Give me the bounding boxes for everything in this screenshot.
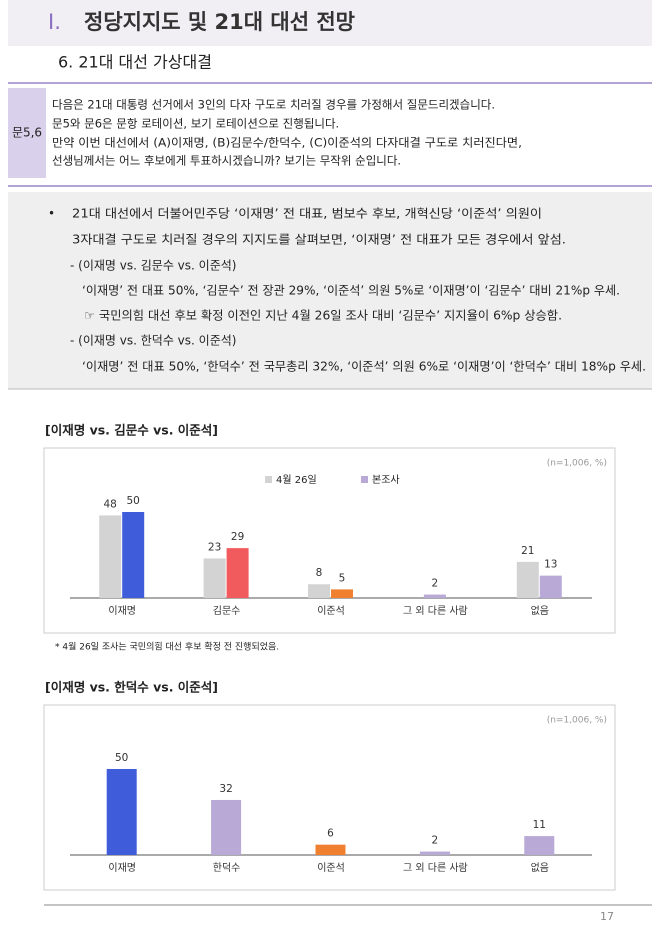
summary-line: 3자대결 구도로 치러질 경우의 지지도를 살펴보면, ‘이재명’ 전 대표가 … — [72, 233, 566, 247]
header-band — [8, 0, 652, 46]
x-tick-label: 이준석 — [317, 862, 345, 874]
bar — [99, 515, 122, 598]
value-label: 50 — [115, 752, 128, 764]
summary-box — [8, 192, 652, 389]
x-tick-label: 없음 — [531, 604, 549, 617]
chart-box — [43, 704, 616, 891]
value-label: 11 — [533, 819, 546, 831]
subtitle: 6. 21대 대선 가상대결 — [58, 53, 212, 72]
chart-title: [이재명 vs. 한덕수 vs. 이준석] — [45, 680, 218, 695]
value-label: 48 — [104, 498, 117, 510]
value-label: 2 — [432, 835, 439, 847]
summary-line: ‘이재명’ 전 대표 50%, ‘김문수’ 전 장관 29%, ‘이준석’ 의원… — [82, 284, 620, 298]
question-label: 문5,6 — [12, 126, 42, 140]
chart-note: (n=1,006, %) — [547, 459, 607, 469]
legend-swatch — [361, 476, 368, 483]
x-tick-label: 없음 — [531, 861, 549, 874]
legend-swatch — [265, 476, 272, 483]
summary-line: - (이재명 vs. 한덕수 vs. 이준석) — [70, 334, 236, 348]
question-line: 만약 이번 대선에서 (A)이재명, (B)김문수/한덕수, (C)이준석의 다… — [52, 136, 522, 150]
bar — [419, 851, 450, 855]
page-number: 17 — [600, 910, 614, 923]
question-line: 문5와 문6은 문항 로테이션, 보기 로테이션으로 진행됩니다. — [52, 117, 339, 131]
value-label: 5 — [339, 572, 346, 584]
question-label-cell — [8, 88, 46, 178]
value-label: 13 — [544, 559, 557, 571]
summary-line: - (이재명 vs. 김문수 vs. 이준석) — [70, 259, 236, 273]
section-title: 정당지지도 및 21대 대선 전망 — [84, 10, 355, 34]
value-label: 32 — [219, 783, 232, 795]
bar — [315, 844, 346, 855]
chart-title: [이재명 vs. 김문수 vs. 이준석] — [45, 423, 218, 438]
x-tick-label: 이재명 — [108, 605, 136, 617]
chart-box — [43, 447, 616, 634]
summary-line: ☞ 국민의힘 대선 후보 확정 이전인 지난 4월 26일 조사 대비 ‘김문수… — [84, 309, 562, 323]
x-tick-label: 그 외 다른 사람 — [403, 861, 468, 874]
value-label: 2 — [432, 578, 439, 590]
question-line: 다음은 21대 대통령 선거에서 3인의 다자 구도로 치러질 경우를 가정해서… — [52, 98, 495, 112]
x-tick-label: 그 외 다른 사람 — [403, 604, 468, 617]
bar — [308, 584, 330, 598]
bar — [211, 799, 242, 855]
bar — [516, 561, 539, 598]
summary-line: 21대 대선에서 더불어민주당 ‘이재명’ 전 대표, 범보수 후보, 개혁신당… — [72, 207, 542, 221]
value-label: 50 — [127, 495, 140, 507]
x-tick-label: 이준석 — [317, 605, 345, 617]
x-tick-label: 이재명 — [108, 862, 136, 874]
bar — [226, 548, 249, 598]
value-label: 29 — [231, 531, 244, 543]
value-label: 6 — [327, 828, 334, 840]
value-label: 8 — [316, 567, 323, 579]
bar — [539, 575, 562, 598]
footnote: * 4월 26일 조사는 국민의힘 대선 후보 확정 전 진행되었음. — [55, 641, 279, 653]
legend-label: 본조사 — [372, 474, 400, 486]
bar — [122, 512, 145, 598]
legend-label: 4월 26일 — [276, 474, 317, 486]
summary-line: ‘이재명’ 전 대표 50%, ‘한덕수’ 전 국무총리 32%, ‘이준석’ … — [82, 360, 646, 374]
bar — [331, 589, 353, 598]
section-mark: Ⅰ. — [48, 10, 61, 34]
value-label: 23 — [208, 541, 221, 553]
bar — [203, 558, 226, 598]
value-label: 21 — [521, 545, 534, 557]
x-tick-label: 한덕수 — [213, 862, 241, 874]
bar — [106, 769, 137, 855]
bar — [524, 836, 555, 855]
bullet: • — [48, 207, 55, 221]
bar — [423, 594, 446, 598]
chart-note: (n=1,006, %) — [547, 716, 607, 726]
question-line: 선생님께서는 어느 후보에게 투표하시겠습니까? 보기는 무작위 순입니다. — [52, 154, 401, 168]
x-tick-label: 김문수 — [213, 605, 241, 617]
